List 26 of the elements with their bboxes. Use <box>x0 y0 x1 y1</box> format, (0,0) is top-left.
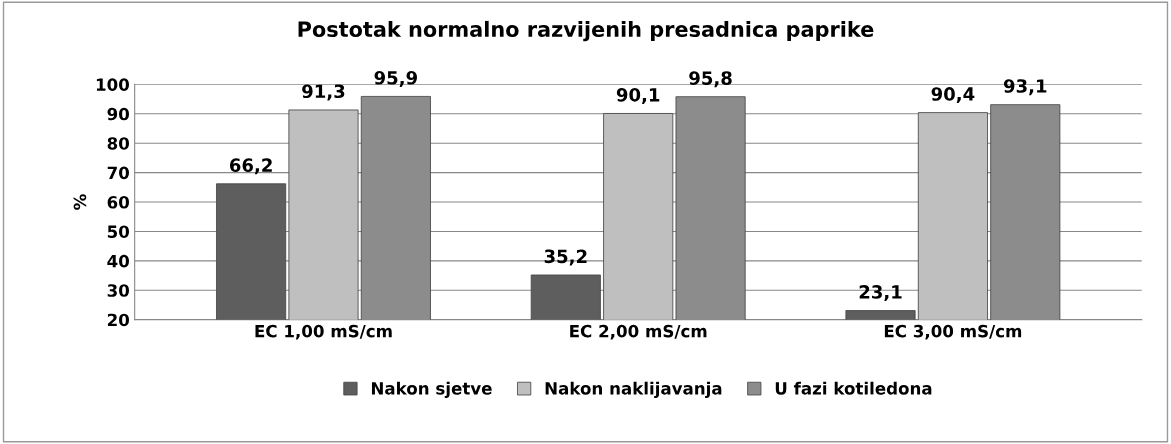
y-tick-label: 80 <box>107 137 130 150</box>
y-tick-label: 90 <box>107 107 130 121</box>
data-label: 91,3 <box>302 84 345 101</box>
y-axis-title: % <box>73 194 87 210</box>
data-label: 95,9 <box>374 70 417 87</box>
x-tick-label: EC 3,00 mS/cm <box>884 324 1022 340</box>
y-tick-label: 30 <box>107 284 130 297</box>
legend-label: Nakon naklijavanja <box>545 381 722 398</box>
data-label: 93,1 <box>1003 79 1047 96</box>
data-label: 35,2 <box>544 249 587 266</box>
y-tick-label: 40 <box>107 254 130 268</box>
data-label: 66,2 <box>229 158 272 175</box>
y-tick-label: 50 <box>107 225 130 238</box>
data-label: 23,1 <box>859 285 902 302</box>
data-label: 95,8 <box>689 71 732 88</box>
legend-label: U fazi kotiledona <box>775 381 932 395</box>
y-tick-label: 70 <box>107 166 130 180</box>
x-tick-label: EC 1,00 mS/cm <box>255 324 392 340</box>
data-label: 90,4 <box>931 87 975 104</box>
legend-label: Nakon sjetve <box>371 381 492 398</box>
x-tick-label: EC 2,00 mS/cm <box>570 324 707 340</box>
y-tick-label: 60 <box>107 195 130 209</box>
data-label: 90,1 <box>616 87 660 104</box>
y-tick-label: 100 <box>96 78 130 91</box>
chart-title: Postotak normalno razvijenih presadnica paprike <box>298 20 874 42</box>
y-tick-label: 20 <box>107 313 130 327</box>
